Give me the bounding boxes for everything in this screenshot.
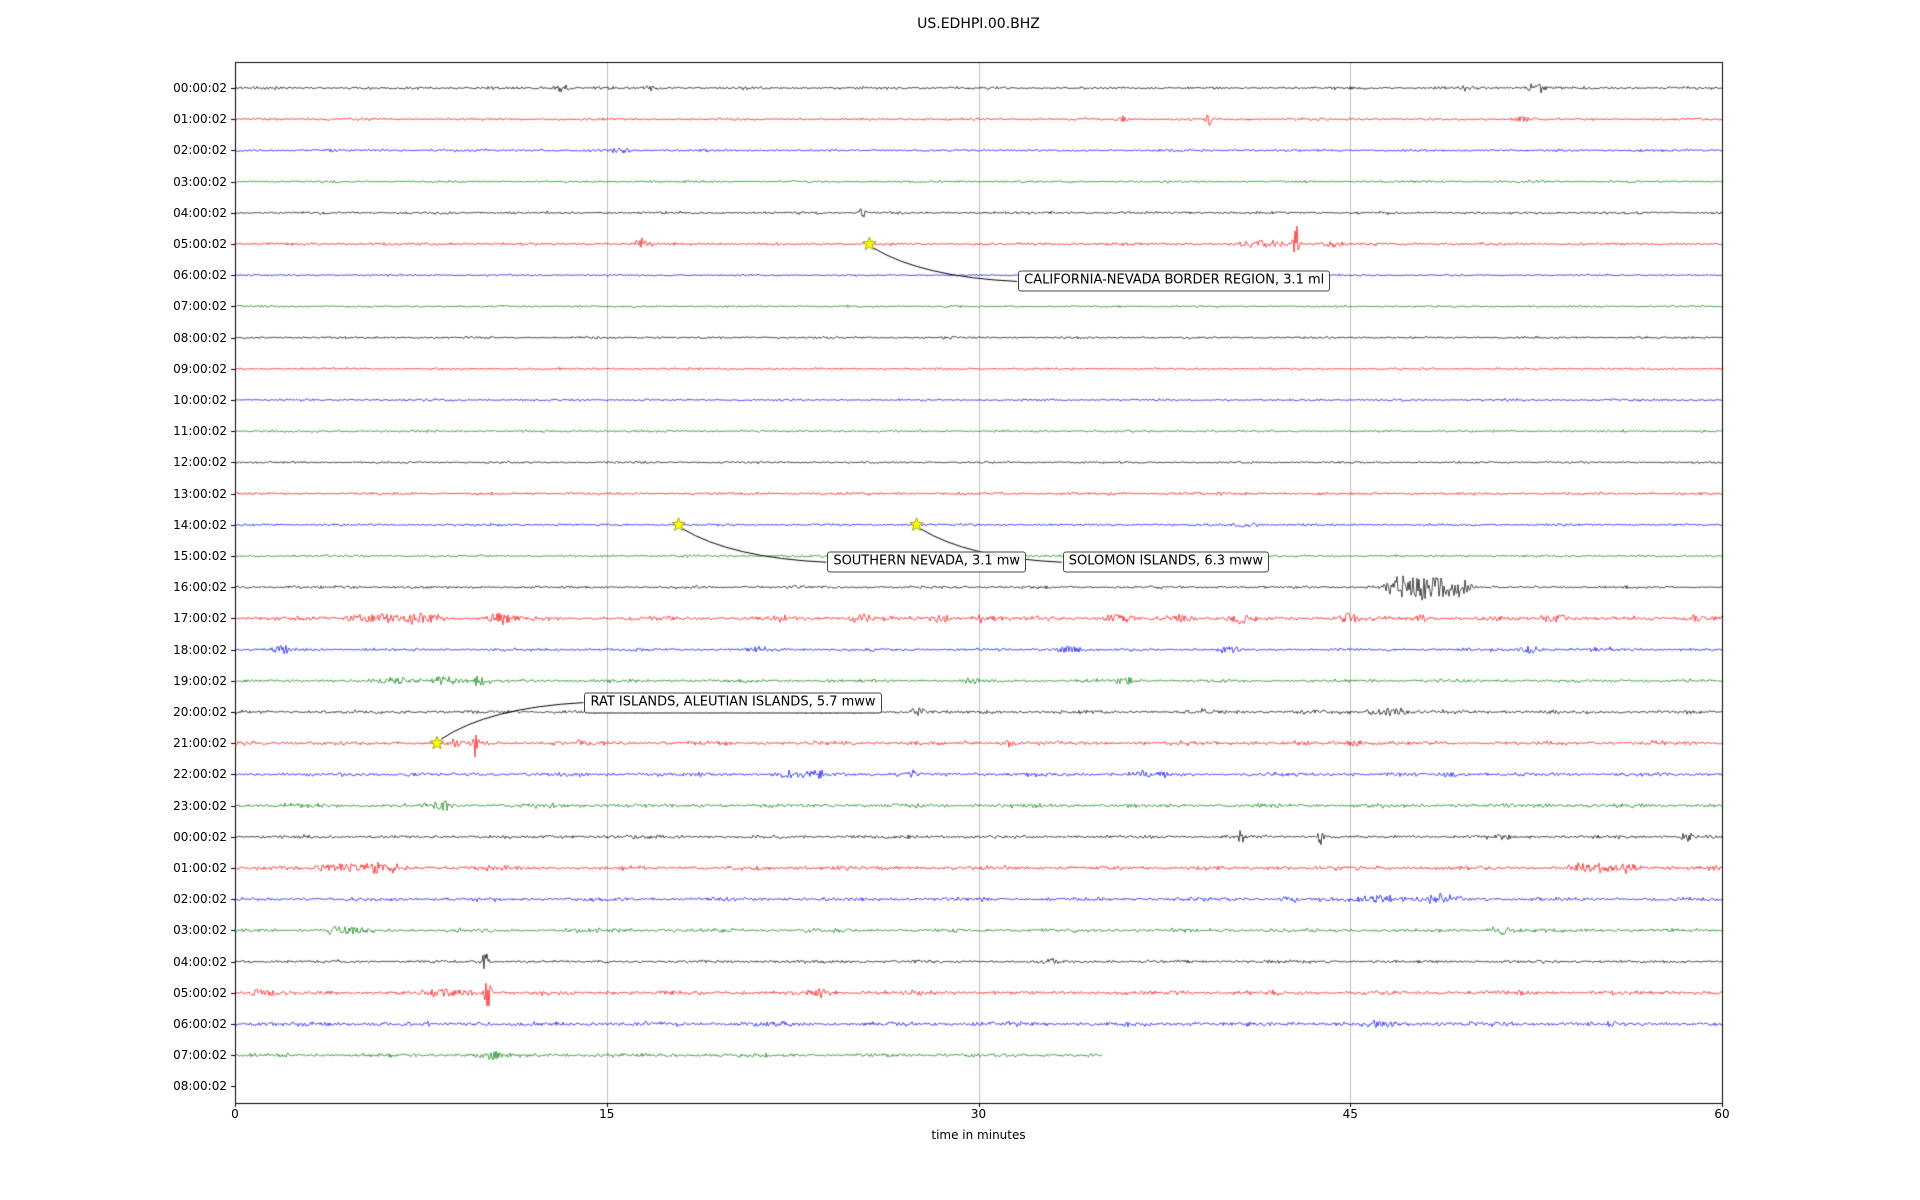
x-tick-label: 45	[1342, 1107, 1358, 1121]
row-time-label: 22:00:02	[173, 767, 227, 782]
row-time-label: 04:00:02	[173, 954, 227, 969]
row-time-label: 17:00:02	[173, 611, 227, 626]
row-time-label: 10:00:02	[173, 393, 227, 407]
row-time-label: 20:00:02	[173, 705, 227, 719]
row-time-label: 05:00:02	[173, 985, 227, 1000]
row-time-label: 16:00:02	[173, 580, 227, 595]
row-time-label: 07:00:02	[173, 1048, 227, 1063]
x-axis-label: time in minutes	[931, 1128, 1026, 1142]
x-tick-label: 60	[1714, 1107, 1730, 1121]
row-time-label: 02:00:02	[173, 143, 227, 158]
event-label: SOLOMON ISLANDS, 6.3 mww	[1062, 551, 1270, 573]
row-time-label: 23:00:02	[173, 798, 227, 813]
row-time-label: 13:00:02	[173, 486, 227, 501]
row-time-label: 07:00:02	[173, 299, 227, 314]
row-time-label: 21:00:02	[173, 736, 227, 751]
row-time-label: 14:00:02	[173, 517, 227, 532]
row-time-label: 11:00:02	[173, 424, 227, 439]
x-tick-label: 30	[970, 1107, 987, 1121]
row-time-label: 00:00:02	[173, 81, 227, 95]
x-tick-label: 0	[231, 1107, 239, 1121]
row-time-label: 03:00:02	[173, 923, 227, 938]
row-time-label: 06:00:02	[173, 268, 227, 283]
row-time-label: 00:00:02	[173, 829, 227, 844]
row-time-label: 18:00:02	[173, 642, 227, 657]
row-time-label: 19:00:02	[173, 673, 227, 688]
row-time-label: 01:00:02	[173, 861, 227, 875]
row-time-label: 15:00:02	[173, 549, 227, 563]
figure-title: US.EDHPI.00.BHZ	[917, 16, 1040, 32]
row-time-label: 08:00:02	[173, 1079, 227, 1094]
row-time-label: 03:00:02	[173, 174, 227, 189]
row-time-label: 12:00:02	[173, 455, 227, 470]
row-time-label: 02:00:02	[173, 892, 227, 907]
row-time-label: 01:00:02	[173, 112, 227, 127]
row-time-label: 08:00:02	[173, 330, 227, 345]
event-label: RAT ISLANDS, ALEUTIAN ISLANDS, 5.7 mww	[584, 692, 882, 714]
row-time-label: 09:00:02	[173, 361, 227, 376]
event-label: CALIFORNIA-NEVADA BORDER REGION, 3.1 ml	[1018, 270, 1331, 292]
x-tick-label: 15	[599, 1107, 615, 1121]
row-time-label: 06:00:02	[173, 1017, 227, 1031]
event-label: SOUTHERN NEVADA, 3.1 mw	[827, 551, 1027, 573]
row-time-label: 04:00:02	[173, 205, 227, 220]
row-time-label: 05:00:02	[173, 237, 227, 251]
